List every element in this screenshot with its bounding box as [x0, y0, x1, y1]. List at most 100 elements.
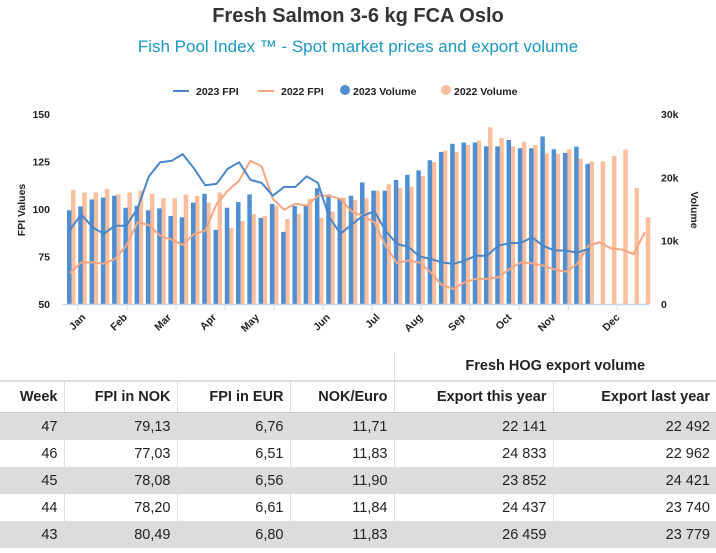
bar-2023-volume: [314, 188, 320, 304]
blank-group-cell: [0, 352, 394, 382]
bar-2022-volume: [544, 153, 549, 304]
table-cell: 23 852: [393, 467, 553, 494]
table-cell: 6,80: [176, 521, 290, 548]
table-cell: 24 437: [393, 494, 553, 521]
bar-2022-volume: [93, 192, 99, 304]
bar-2022-volume: [431, 162, 437, 304]
bar-2023-volume: [168, 215, 173, 304]
bar-2023-volume: [190, 202, 196, 304]
bar-2023-volume: [495, 146, 500, 304]
bar-2023-volume: [292, 205, 297, 304]
table-row: 46 77,03 6,51 11,83 24 833 22 962: [0, 440, 716, 467]
bar-2023-volume: [562, 152, 568, 304]
column-header: NOK/Euro: [289, 381, 394, 413]
legend-item: 2023 Volume: [353, 86, 417, 98]
bar-2023-volume: [360, 182, 365, 304]
column-header: Week: [0, 381, 64, 413]
y-left-tick-label: 75: [38, 252, 50, 264]
bar-2022-volume: [341, 197, 346, 304]
x-month-label: Nov: [536, 312, 559, 335]
x-month-label: Aug: [402, 312, 425, 335]
bar-2022-volume: [138, 190, 144, 304]
table-cell: 77,03: [63, 440, 177, 467]
table-cell: 45: [0, 467, 64, 494]
bar-2023-volume: [281, 231, 286, 304]
bar-2023-volume: [78, 206, 83, 304]
table-cell: 23 779: [552, 521, 716, 548]
y-right-tick-label: 10k: [661, 236, 679, 248]
y-left-axis-label: FPI Values: [16, 184, 28, 237]
bar-2023-volume: [472, 142, 478, 304]
bar-2023-volume: [123, 207, 128, 304]
table-cell: 80,49: [63, 521, 177, 548]
bar-2022-volume: [217, 192, 223, 304]
table-cell: 6,76: [176, 412, 290, 440]
bar-2022-volume: [82, 192, 87, 304]
bar-2022-volume: [194, 195, 200, 304]
table-cell: 22 962: [552, 440, 716, 467]
bar-2022-volume: [149, 193, 155, 304]
bar-2022-volume: [476, 140, 482, 304]
legend-item: 2023 FPI: [196, 86, 239, 98]
bar-2022-volume: [555, 153, 561, 304]
bar-2023-volume: [529, 148, 534, 304]
bar-2022-volume: [465, 145, 470, 304]
bar-2022-volume: [104, 188, 110, 304]
bar-2023-volume: [224, 207, 230, 304]
table-row: 47 79,13 6,76 11,71 22 141 22 492: [0, 412, 716, 440]
y-right-tick-label: 0: [661, 299, 667, 311]
fpi-table: Fresh HOG export volume Week FPI in NOK FP…: [0, 352, 716, 548]
bar-2023-volume: [348, 195, 354, 304]
bar-2023-volume: [416, 170, 421, 304]
bar-2022-volume: [499, 138, 504, 304]
chart-subtitle: Fish Pool Index ™ - Spot market prices a…: [137, 37, 579, 56]
y-left-tick-label: 50: [38, 299, 50, 311]
bar-2023-volume: [326, 194, 331, 304]
table-cell: 6,61: [176, 494, 290, 521]
x-month-label: May: [239, 312, 262, 335]
x-month-label: Apr: [198, 312, 219, 333]
chart-title: Fresh Salmon 3-6 kg FCA Oslo: [212, 5, 504, 27]
bar-2023-volume: [247, 194, 252, 304]
x-month-label: Jul: [363, 312, 382, 331]
table-row: 43 80,49 6,80 11,83 26 459 23 779: [0, 521, 716, 548]
x-month-label: Feb: [108, 312, 130, 334]
table-cell: 47: [0, 412, 64, 440]
bar-2023-volume: [179, 217, 185, 304]
bar-2022-volume: [71, 190, 76, 304]
column-header: FPI in NOK: [63, 381, 177, 413]
bar-2023-volume: [506, 139, 512, 304]
bar-2022-volume: [127, 192, 132, 304]
bar-2023-volume: [585, 163, 590, 304]
bar-2022-volume: [296, 214, 301, 304]
bar-2022-volume: [623, 149, 628, 304]
table-cell: 44: [41, 499, 58, 516]
bar-2022-volume: [442, 150, 448, 304]
bar-2022-volume: [285, 219, 290, 304]
bar-2022-volume: [645, 217, 651, 304]
fpi-volume-chart: 2023 FPI 2022 FPI 2023 Volume 2022 Volume 15…: [16, 85, 700, 335]
bar-2022-volume: [521, 141, 527, 304]
bar-2023-volume: [67, 210, 72, 304]
bar-2023-volume: [450, 143, 455, 304]
x-month-label: Jun: [311, 312, 333, 334]
y-right-tick-label: 20k: [661, 172, 679, 184]
legend-dot-icon: [340, 85, 350, 95]
table-cell: 24 421: [552, 467, 716, 494]
bar-2022-volume: [330, 211, 335, 304]
bar-2022-volume: [589, 161, 594, 304]
bar-2022-volume: [409, 186, 414, 304]
bar-2022-volume: [397, 188, 403, 304]
table-cell: 11,90: [289, 467, 394, 494]
table-cell: 23 740: [552, 494, 716, 521]
bar-2023-volume: [371, 190, 376, 304]
x-month-label: Sep: [446, 312, 468, 334]
bar-2023-volume: [461, 142, 466, 304]
bar-2023-volume: [574, 146, 579, 304]
bar-2023-volume: [202, 193, 207, 304]
table-cell: 24 833: [393, 440, 553, 467]
x-month-label: Jan: [67, 312, 88, 333]
bar-2023-volume: [157, 208, 162, 304]
legend-item: 2022 FPI: [281, 86, 324, 98]
bar-2023-volume: [517, 148, 523, 304]
